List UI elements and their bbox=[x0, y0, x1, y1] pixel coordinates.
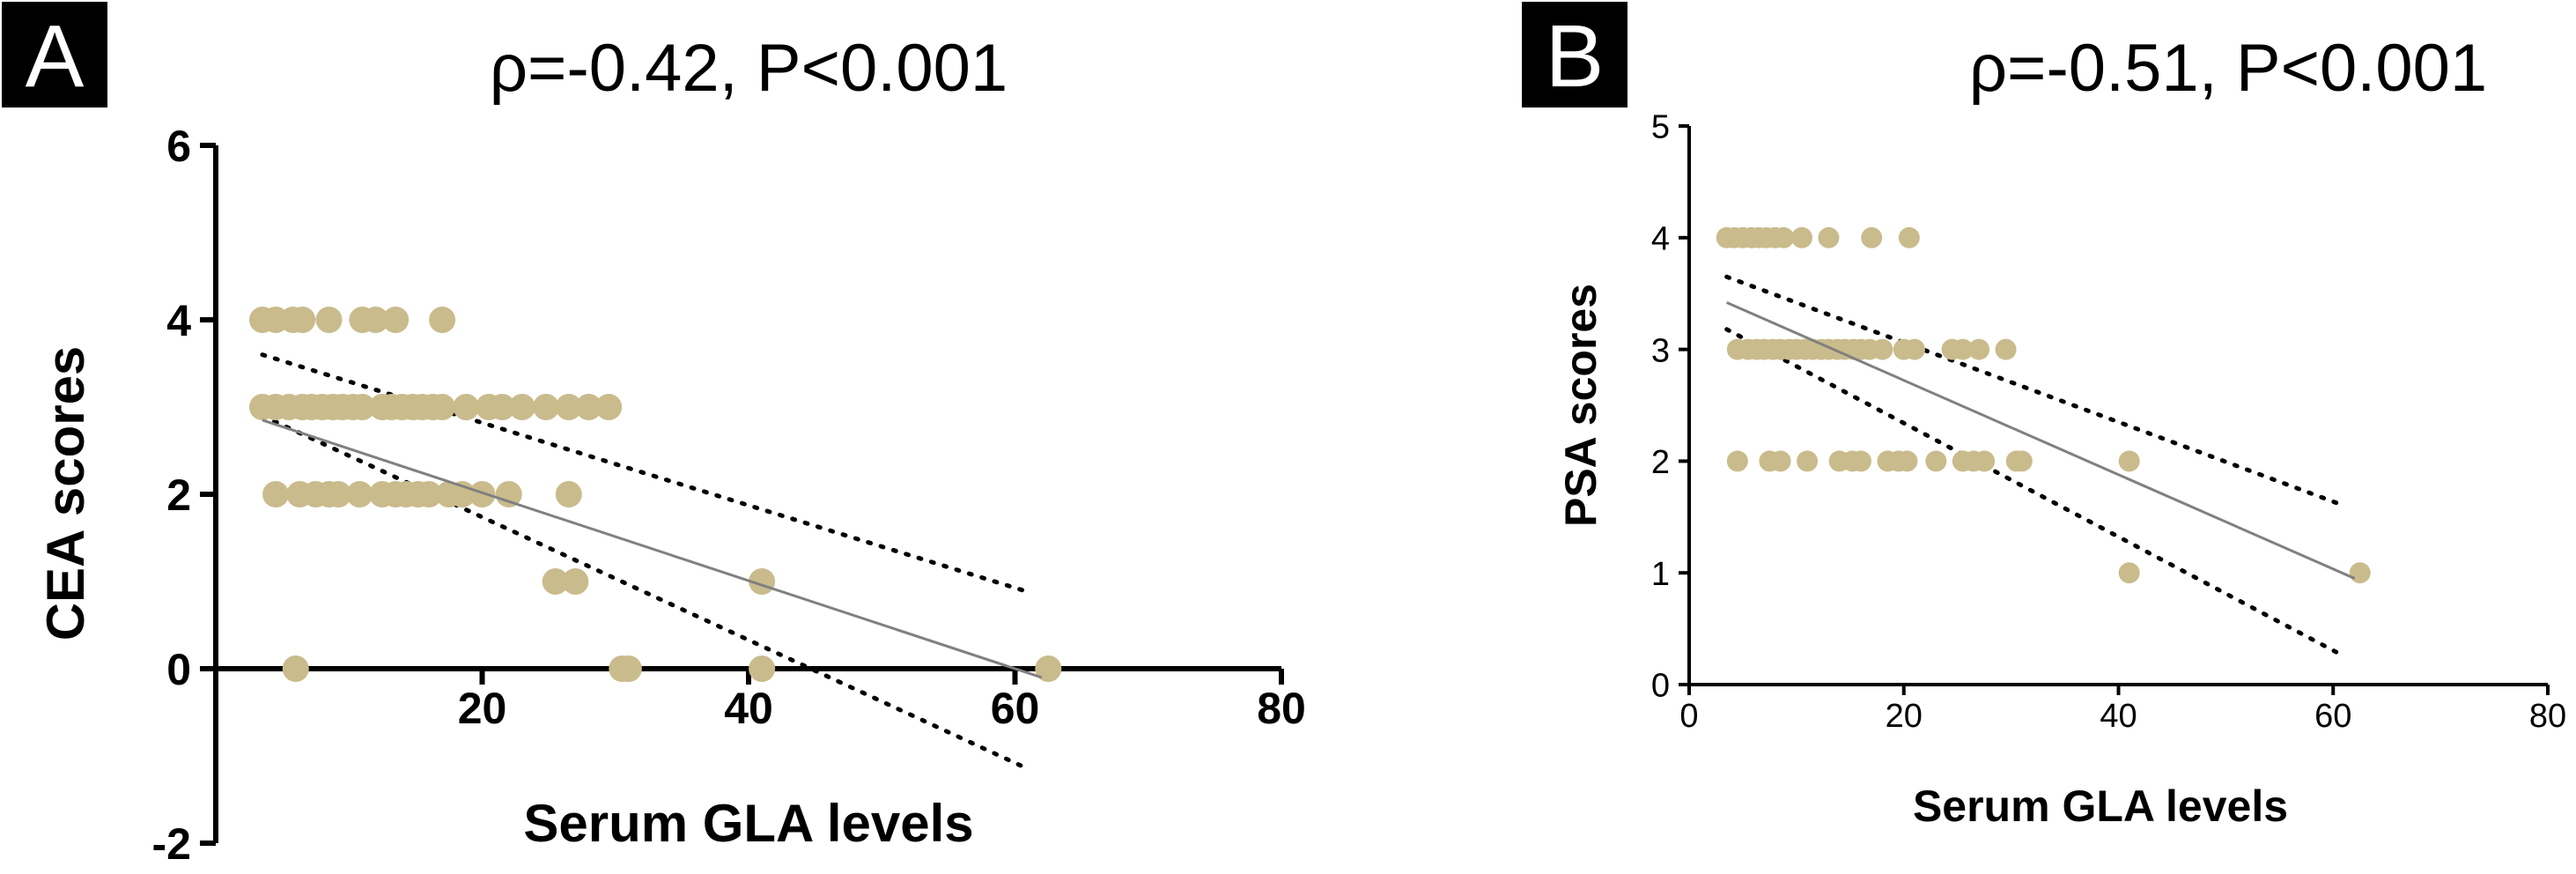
data-point bbox=[2011, 450, 2033, 472]
ci-upper-line bbox=[260, 352, 1031, 595]
data-point bbox=[1769, 450, 1791, 472]
y-tick-label: 3 bbox=[1651, 332, 1670, 369]
data-point bbox=[346, 481, 373, 507]
data-point bbox=[349, 394, 376, 420]
panel-b: B ρ=-0.51, P<0.001 Serum GLA levels PSA … bbox=[1522, 2, 2566, 831]
y-tick-label: 4 bbox=[1651, 220, 1670, 257]
data-point bbox=[429, 307, 456, 333]
regression-line bbox=[262, 418, 1043, 679]
ci-lower-line bbox=[1724, 327, 2341, 656]
data-point bbox=[1952, 338, 1974, 360]
data-point bbox=[1850, 450, 1871, 472]
data-point bbox=[2118, 450, 2140, 472]
y-tick-label: 6 bbox=[166, 122, 191, 171]
data-point bbox=[555, 394, 582, 420]
data-point bbox=[1035, 656, 1062, 682]
data-point bbox=[1818, 226, 1840, 248]
data-point bbox=[495, 481, 522, 507]
data-point bbox=[362, 307, 389, 333]
x-tick-label: 40 bbox=[2100, 698, 2137, 735]
data-point bbox=[2349, 562, 2371, 584]
regression-line bbox=[1726, 300, 2356, 580]
panel-a-label: A bbox=[26, 7, 85, 106]
data-point bbox=[1773, 226, 1795, 248]
y-tick-label: 0 bbox=[1651, 668, 1670, 705]
data-point bbox=[489, 394, 516, 420]
data-point bbox=[282, 656, 309, 682]
data-point bbox=[615, 656, 642, 682]
y-tick-label: 5 bbox=[1651, 109, 1670, 146]
data-point bbox=[562, 568, 589, 595]
panel-b-label-box bbox=[1522, 2, 1628, 107]
panel-a-x-axis-label: Serum GLA levels bbox=[523, 794, 973, 853]
panel-a-label-box bbox=[2, 2, 107, 107]
x-tick-label: 60 bbox=[991, 684, 1040, 733]
data-point bbox=[1903, 338, 1925, 360]
x-tick-label: 20 bbox=[458, 684, 507, 733]
data-point bbox=[325, 481, 352, 507]
data-point bbox=[575, 394, 602, 420]
ci-upper-line bbox=[1724, 274, 2341, 507]
data-point bbox=[315, 307, 343, 333]
y-tick-label: 2 bbox=[1651, 444, 1670, 481]
data-point bbox=[1871, 338, 1893, 360]
data-point bbox=[595, 394, 623, 420]
panel-a-title: ρ=-0.42, P<0.001 bbox=[490, 31, 1008, 106]
data-point bbox=[289, 307, 316, 333]
x-tick-label: 80 bbox=[1257, 684, 1306, 733]
data-point bbox=[2118, 562, 2140, 584]
panel-b-title: ρ=-0.51, P<0.001 bbox=[1969, 31, 2487, 106]
ci-lower-line bbox=[260, 413, 1031, 772]
x-tick-label: 80 bbox=[2529, 698, 2566, 735]
x-tick-label: 0 bbox=[1679, 698, 1698, 735]
x-tick-label: 20 bbox=[1886, 698, 1923, 735]
data-point bbox=[262, 481, 290, 507]
data-point bbox=[1968, 338, 1990, 360]
panel-b-y-axis-label: PSA scores bbox=[1556, 284, 1605, 527]
data-point bbox=[382, 307, 410, 333]
data-point bbox=[469, 481, 496, 507]
data-point bbox=[542, 568, 569, 595]
data-point bbox=[429, 394, 456, 420]
data-point bbox=[1861, 226, 1883, 248]
panel-a-plot-area: -2 0 2 4 6 20 40 60 80 bbox=[152, 122, 1306, 869]
panel-b-x-axis-label: Serum GLA levels bbox=[1913, 781, 2288, 831]
data-point bbox=[1896, 450, 1918, 472]
panel-a: A ρ=-0.42, P<0.001 Serum GLA levels CEA … bbox=[2, 2, 1306, 869]
panel-a-y-axis-label: CEA scores bbox=[36, 346, 95, 641]
data-point bbox=[416, 481, 442, 507]
y-tick-label: -2 bbox=[152, 819, 191, 869]
data-point bbox=[749, 656, 776, 682]
y-tick-label: 4 bbox=[166, 296, 191, 345]
data-point bbox=[1726, 450, 1748, 472]
y-tick-label: 1 bbox=[1651, 556, 1670, 593]
panel-b-label: B bbox=[1546, 7, 1605, 106]
panel-b-plot-area: 0 1 2 3 4 5 0 20 40 60 80 bbox=[1651, 109, 2566, 735]
data-point bbox=[533, 394, 560, 420]
data-point bbox=[1797, 450, 1819, 472]
data-point bbox=[1974, 450, 1996, 472]
data-point bbox=[555, 481, 582, 507]
data-point bbox=[1925, 450, 1947, 472]
data-point bbox=[453, 394, 480, 420]
data-point bbox=[1898, 226, 1920, 248]
data-point bbox=[1790, 226, 1812, 248]
x-tick-label: 40 bbox=[724, 684, 773, 733]
y-tick-label: 2 bbox=[166, 470, 191, 520]
data-point bbox=[1995, 338, 2017, 360]
y-tick-label: 0 bbox=[166, 645, 191, 694]
data-point bbox=[508, 394, 535, 420]
x-tick-label: 60 bbox=[2314, 698, 2351, 735]
